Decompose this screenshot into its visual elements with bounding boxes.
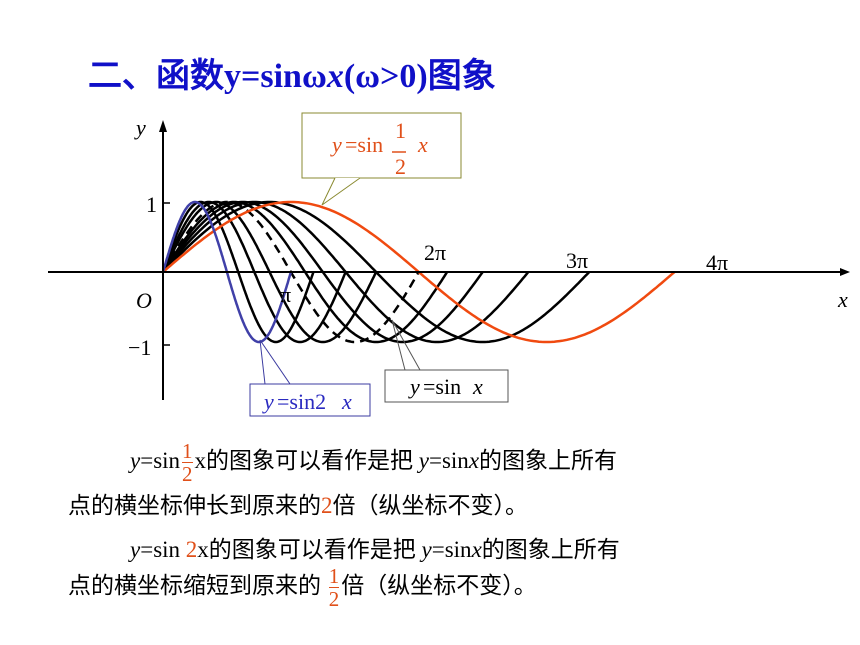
tick-label: 3π (566, 248, 588, 273)
text: y (421, 537, 432, 562)
callout-text: =sin2 (277, 389, 326, 414)
text: =sin (431, 537, 472, 562)
text: =sin (140, 447, 181, 473)
text: x (468, 447, 480, 473)
text: 的图象上所有 (481, 537, 620, 562)
tick-label: 1 (146, 192, 157, 217)
title-text: 二、函数y=sinω (88, 58, 327, 95)
text: 倍（纵坐标不变）。 (341, 572, 537, 598)
text: x的图象可以看作是把 (194, 447, 414, 473)
axis-label: x (837, 287, 848, 312)
tick-label: 4π (706, 250, 728, 275)
text: 2 (185, 537, 198, 562)
callout-text: =sin (345, 132, 383, 157)
title: 二、函数y=sinωx(ω>0)图象 (88, 48, 496, 97)
arrow (159, 120, 167, 132)
callout-text: x (417, 132, 428, 157)
paragraph-line: 点的横坐标伸长到原来的2倍（纵坐标不变）。 (68, 486, 528, 520)
paragraph-line: y=sin 2x的图象可以看作是把 y=sinx的图象上所有 (130, 530, 620, 564)
text: 的图象上所有 (479, 447, 618, 473)
paragraph-line: 点的横坐标缩短到原来的 1 2 倍（纵坐标不变）。 (68, 565, 537, 610)
text: 2 (321, 493, 333, 518)
title-text: x (326, 58, 344, 95)
axis-label: y (134, 115, 146, 140)
text: 1 (328, 564, 340, 588)
graph: y x O 1 −1 π 2π 3π 4π y =sin 1 2 x y =si… (48, 112, 850, 417)
callout-text: 1 (395, 118, 406, 143)
callout-text: x (472, 374, 483, 399)
paragraph-line: y=sin 1 2 x的图象可以看作是把 y=sinx的图象上所有 (130, 440, 617, 485)
text: x (471, 537, 482, 562)
text: 2 (182, 462, 193, 486)
callout-text: 2 (395, 154, 406, 179)
callout-pointer (259, 339, 291, 385)
text: y (418, 447, 429, 473)
callout-text: x (341, 389, 352, 414)
callout-box (249, 383, 371, 417)
callout-box (301, 112, 462, 179)
callout-text: y (262, 389, 274, 414)
text: 点的横坐标缩短到原来的 (68, 572, 321, 598)
tick-label: 2π (424, 240, 446, 265)
text: =sin (140, 537, 186, 562)
callout-pointer (321, 177, 361, 206)
tick-label: π (280, 282, 291, 307)
callout-text: =sin (423, 374, 461, 399)
text: y (130, 447, 141, 473)
text: x的图象可以看作是把 (197, 537, 416, 562)
origin-label: O (136, 288, 152, 313)
text: =sin (429, 447, 469, 473)
callout-box (384, 369, 509, 403)
callout-text: y (408, 374, 420, 399)
tick-label: −1 (128, 335, 151, 360)
text: y (130, 537, 141, 562)
callout-text: y (330, 132, 342, 157)
title-text: (ω>0)图象 (343, 58, 496, 95)
callout-pointer (391, 319, 421, 371)
text: 倍（纵坐标不变）。 (332, 493, 529, 518)
text: 1 (182, 439, 193, 463)
text: 点的横坐标伸长到原来的 (68, 493, 321, 518)
callout: y =sin 1 2 x (330, 118, 428, 179)
text: 2 (328, 587, 340, 611)
arrow (840, 268, 850, 276)
